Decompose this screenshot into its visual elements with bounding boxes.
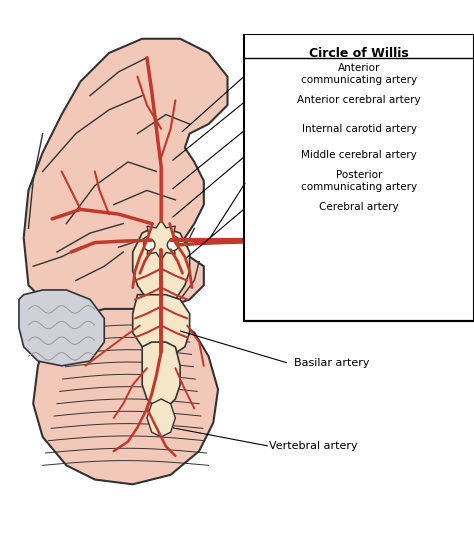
Polygon shape <box>19 290 104 366</box>
Text: Vertebral artery: Vertebral artery <box>269 441 357 451</box>
Polygon shape <box>133 228 190 304</box>
Text: Internal carotid artery: Internal carotid artery <box>302 124 417 134</box>
Polygon shape <box>33 309 218 485</box>
Polygon shape <box>147 399 175 437</box>
Text: Anterior
communicating artery: Anterior communicating artery <box>301 63 417 85</box>
Text: Basilar artery: Basilar artery <box>294 358 370 369</box>
Text: Anterior cerebral artery: Anterior cerebral artery <box>298 95 421 105</box>
Polygon shape <box>142 342 180 409</box>
Circle shape <box>144 239 155 250</box>
Text: Middle cerebral artery: Middle cerebral artery <box>301 150 417 160</box>
FancyBboxPatch shape <box>244 34 474 321</box>
Polygon shape <box>141 220 181 260</box>
Polygon shape <box>133 295 190 356</box>
Text: Posterior
communicating artery: Posterior communicating artery <box>301 170 417 192</box>
Text: Circle of Willis: Circle of Willis <box>310 47 409 60</box>
Circle shape <box>167 239 179 250</box>
Text: Cerebral artery: Cerebral artery <box>319 202 399 212</box>
Polygon shape <box>24 38 228 314</box>
